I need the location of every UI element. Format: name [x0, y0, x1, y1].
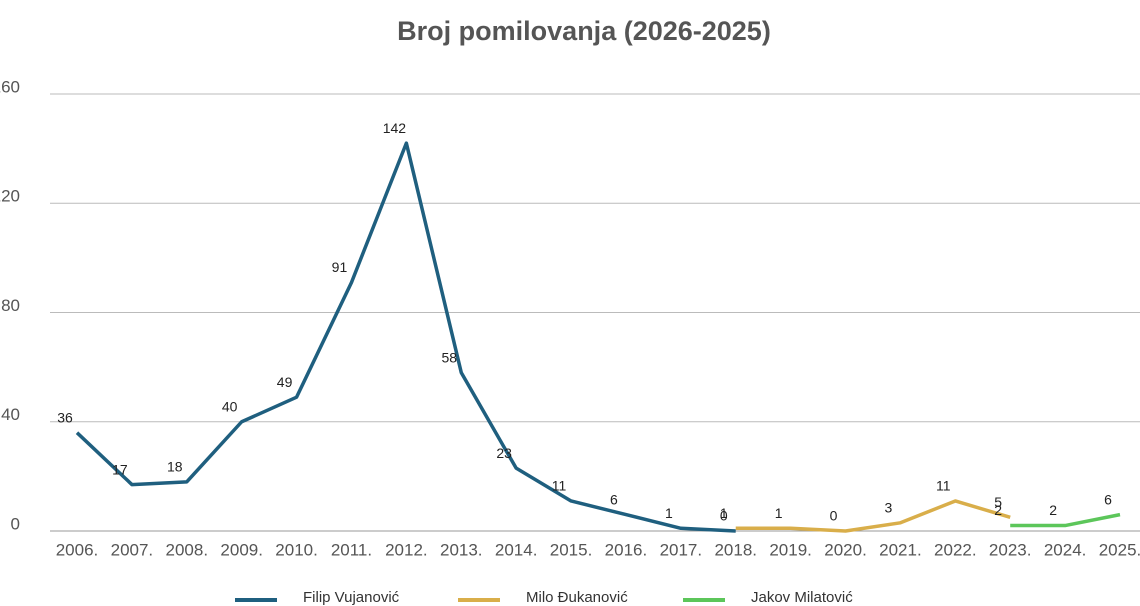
legend-label: Milo Đukanović: [526, 589, 628, 606]
data-label: 18: [167, 459, 183, 475]
x-tick-label: 2008.: [166, 540, 209, 559]
x-tick-label: 2006.: [56, 540, 99, 559]
x-tick-label: 2022.: [934, 540, 977, 559]
x-tick-label: 2014.: [495, 540, 538, 559]
y-tick-label: 120: [0, 187, 20, 206]
data-label: 11: [936, 478, 951, 494]
data-label: 6: [610, 491, 618, 507]
legend-label: Jakov Milatović: [751, 589, 853, 606]
data-label: 11: [552, 478, 567, 494]
data-label: 36: [57, 409, 73, 425]
data-label: 0: [720, 508, 728, 524]
x-tick-label: 2019.: [769, 540, 812, 559]
x-tick-label: 2017.: [660, 540, 703, 559]
legend-label: Filip Vujanović: [303, 589, 400, 606]
data-label: 6: [1104, 491, 1112, 507]
data-label: 1: [665, 505, 673, 521]
x-tick-label: 2011.: [331, 540, 372, 559]
x-tick-label: 2015.: [550, 540, 593, 559]
x-tick-label: 2024.: [1044, 540, 1087, 559]
y-tick-label: 160: [0, 77, 20, 96]
x-tick-label: 2013.: [440, 540, 483, 559]
x-tick-label: 2020.: [824, 540, 867, 559]
data-label: 5: [994, 494, 1002, 510]
x-tick-label: 2009.: [220, 540, 263, 559]
data-label: 23: [496, 445, 512, 461]
data-label: 2: [994, 502, 1002, 518]
series-line: [1010, 512, 1121, 528]
x-tick-label: 2018.: [714, 540, 757, 559]
series-line: [75, 141, 736, 533]
x-tick-label: 2025.: [1099, 540, 1140, 559]
data-label: 2: [1049, 502, 1057, 518]
series-line: [735, 499, 1011, 533]
data-label: 58: [441, 349, 457, 365]
data-label: 142: [383, 120, 407, 136]
y-tick-label: 40: [1, 405, 20, 424]
data-label: 17: [112, 461, 128, 477]
x-tick-label: 2010.: [275, 540, 318, 559]
data-label: 91: [332, 259, 348, 275]
x-tick-label: 2021.: [879, 540, 922, 559]
x-tick-label: 2007.: [111, 540, 154, 559]
x-tick-label: 2023.: [989, 540, 1032, 559]
data-label: 1: [720, 505, 728, 521]
data-label: 3: [885, 500, 893, 516]
y-tick-label: 80: [1, 296, 20, 315]
data-label: 1: [775, 505, 783, 521]
data-label: 40: [222, 398, 238, 414]
x-tick-label: 2016.: [605, 540, 648, 559]
data-label: 49: [277, 374, 293, 390]
chart-title: Broj pomilovanja (2026-2025): [397, 16, 771, 46]
x-tick-label: 2012.: [385, 540, 428, 559]
y-tick-label: 0: [11, 514, 20, 533]
data-label: 0: [830, 508, 838, 524]
